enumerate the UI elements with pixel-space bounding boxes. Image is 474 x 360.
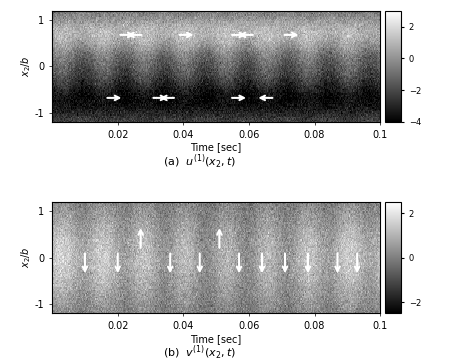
X-axis label: Time [sec]: Time [sec] [191, 334, 242, 343]
Y-axis label: $x_2 / b$: $x_2 / b$ [20, 247, 34, 269]
Text: (a)  $u^{(1)}(x_2,t)$: (a) $u^{(1)}(x_2,t)$ [163, 153, 236, 171]
X-axis label: Time [sec]: Time [sec] [191, 143, 242, 152]
Text: (b)  $v^{(1)}(x_2,t)$: (b) $v^{(1)}(x_2,t)$ [163, 344, 236, 360]
Y-axis label: $x_2 / b$: $x_2 / b$ [20, 55, 34, 77]
